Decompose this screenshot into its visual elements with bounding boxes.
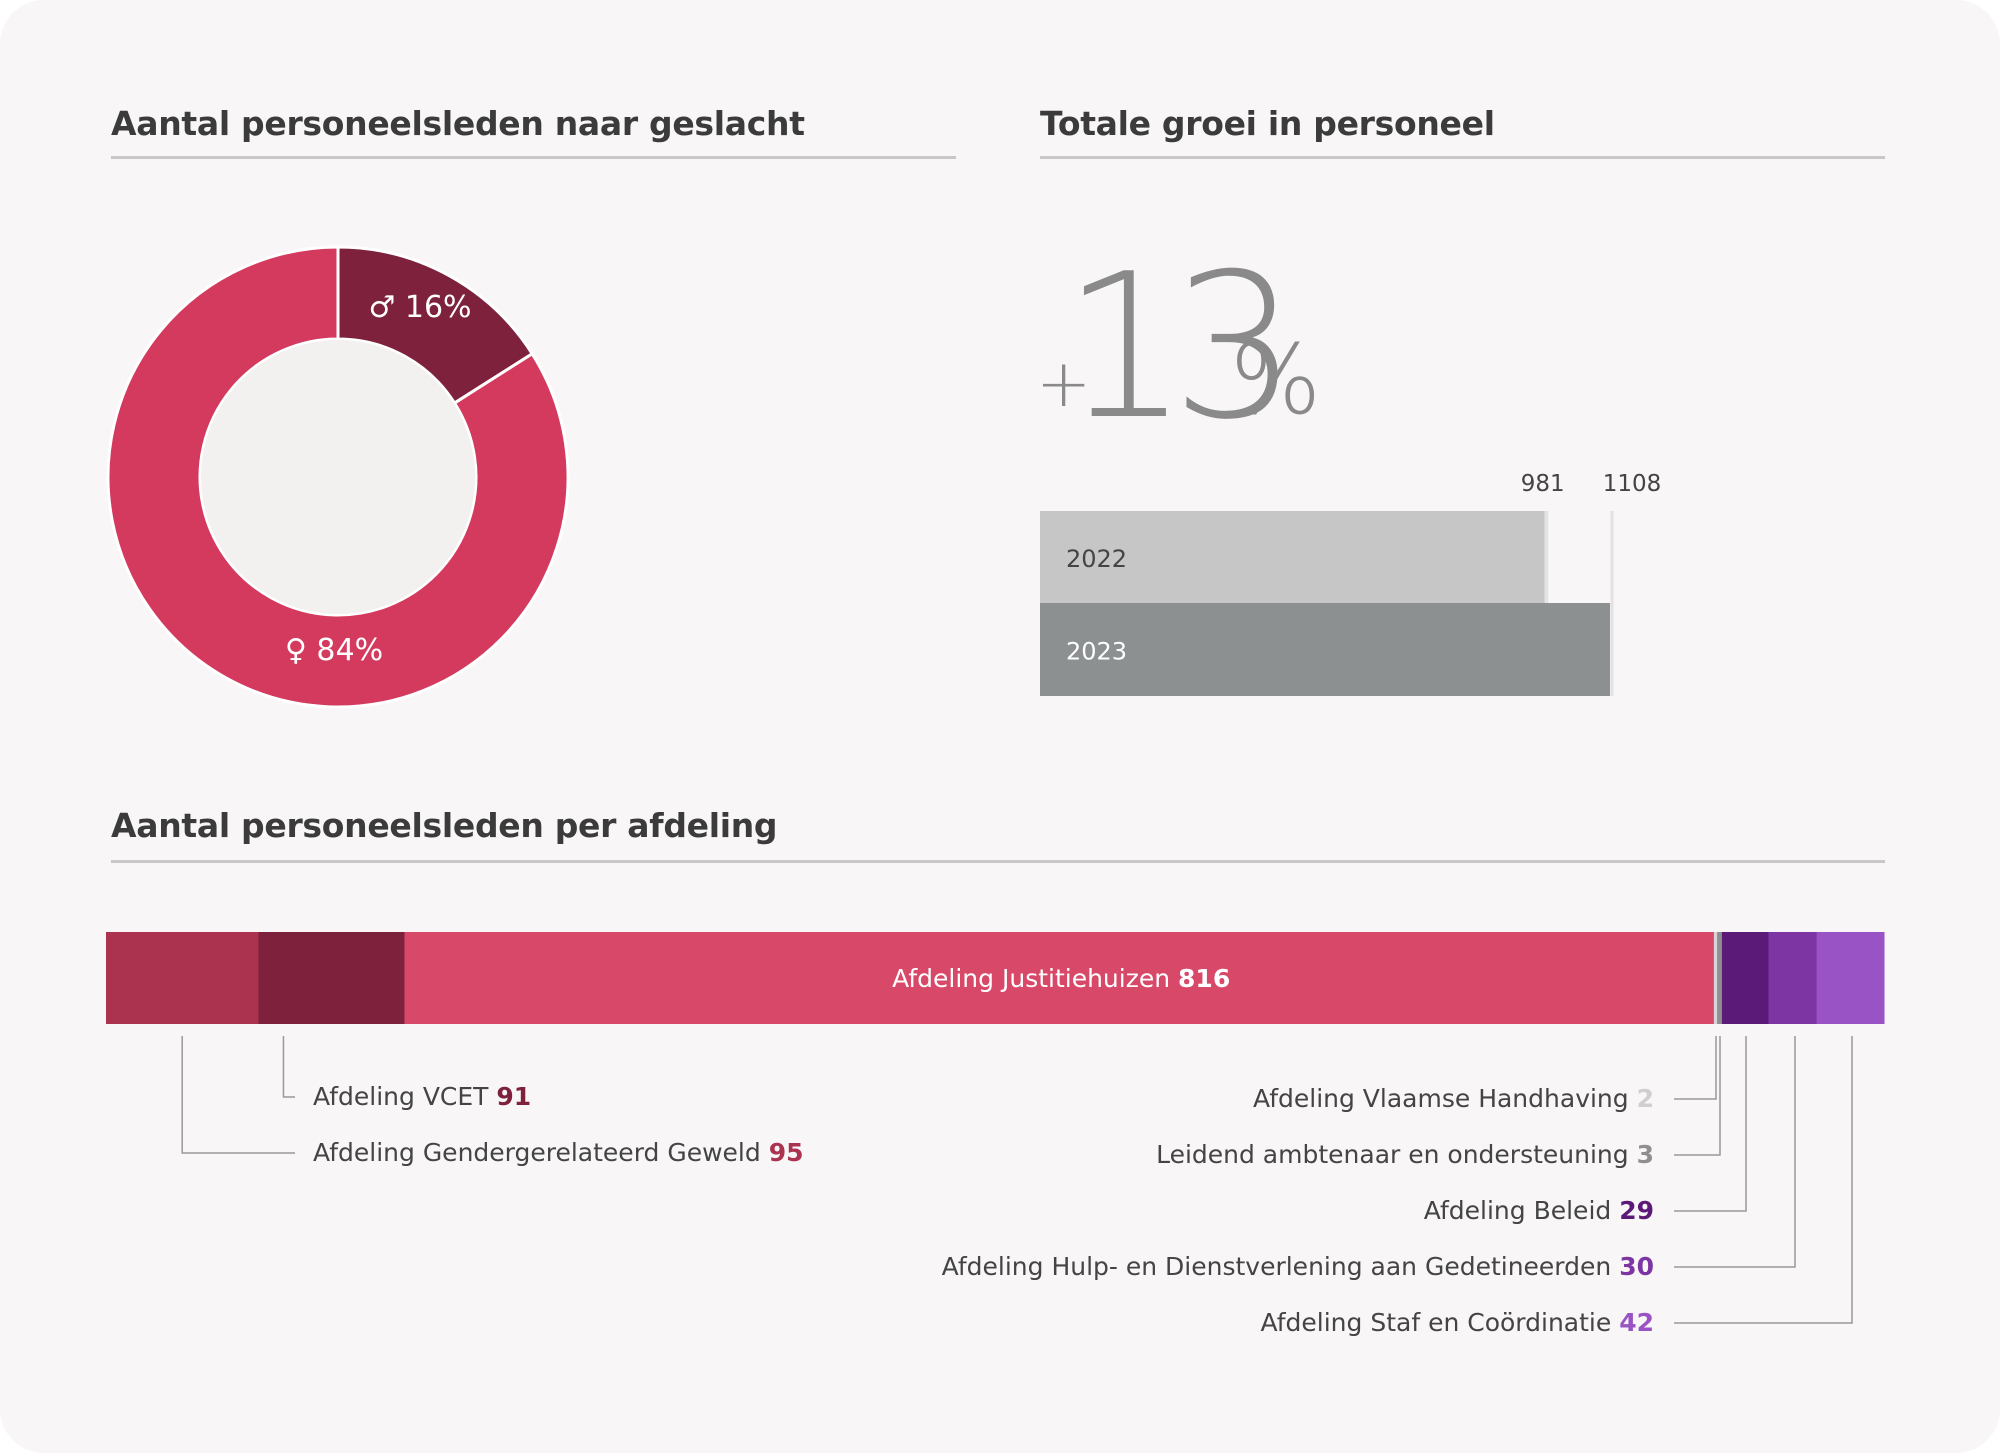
growth-section-rule: [1040, 156, 1885, 159]
gender-section-title: Aantal personeelsleden naar geslacht: [111, 104, 805, 143]
donut-slice-female: [106, 245, 570, 709]
department-segment: [258, 932, 405, 1024]
growth-bar-2022: [1040, 511, 1545, 603]
department-section-rule: [111, 860, 1885, 863]
department-label: Leidend ambtenaar en ondersteuning 3: [1156, 1140, 1654, 1169]
department-segment: [106, 932, 259, 1024]
department-segment: [1717, 932, 1723, 1024]
donut-hole: [201, 340, 475, 614]
growth-value-label: 1108: [1603, 471, 1662, 497]
growth-value-label: 981: [1521, 471, 1565, 497]
growth-percent-sign: %: [1230, 324, 1321, 436]
growth-number: 13: [1062, 231, 1281, 464]
growth-section-title: Totale groei in personeel: [1040, 104, 1495, 143]
department-leader-line: [1674, 1036, 1853, 1324]
department-leader-line: [1674, 1036, 1796, 1268]
department-segment: [1816, 932, 1885, 1024]
growth-plus-sign: +: [1036, 345, 1091, 422]
department-leader-line: [181, 1036, 295, 1154]
department-leader-line: [282, 1036, 295, 1098]
department-segment: [404, 932, 1715, 1024]
department-leader-line: [1674, 1036, 1747, 1212]
donut-label-male: ♂ 16%: [368, 290, 471, 325]
department-label: Afdeling Hulp- en Dienstverlening aan Ge…: [942, 1252, 1654, 1281]
growth-bar-2023: [1040, 603, 1610, 696]
department-leader-line: [1674, 1036, 1717, 1100]
department-segment: [1721, 932, 1769, 1024]
department-label: Afdeling Staf en Coördinatie 42: [1261, 1308, 1654, 1337]
growth-year-label: 2023: [1066, 638, 1127, 666]
donut-label-female: ♀ 84%: [285, 633, 383, 668]
department-label: Afdeling Vlaamse Handhaving 2: [1253, 1084, 1654, 1113]
department-section-title: Aantal personeelsleden per afdeling: [111, 806, 778, 845]
department-segment: [1713, 932, 1718, 1024]
department-label: Afdeling Gendergerelateerd Geweld 95: [313, 1138, 804, 1167]
department-label: Afdeling Beleid 29: [1424, 1196, 1654, 1225]
department-label-inside: Afdeling Justitiehuizen 816: [892, 964, 1230, 993]
department-label: Afdeling VCET 91: [313, 1082, 531, 1111]
growth-year-label: 2022: [1066, 545, 1127, 573]
department-segment: [1768, 932, 1818, 1024]
department-leader-line: [1674, 1036, 1721, 1156]
gender-section-rule: [111, 156, 956, 159]
